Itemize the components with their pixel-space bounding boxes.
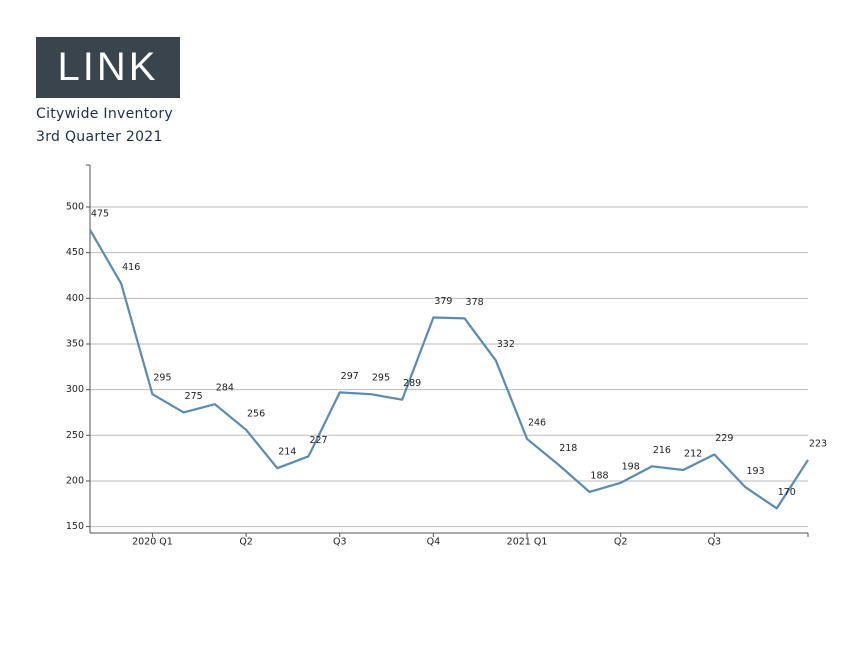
- data-label: 475: [91, 208, 109, 219]
- data-label: 379: [434, 296, 452, 307]
- y-tick-label: 150: [66, 521, 84, 532]
- data-label: 198: [622, 461, 640, 472]
- data-label: 284: [216, 383, 234, 394]
- x-tick-label: Q3: [333, 537, 347, 548]
- x-tick-label: 2020 Q1: [132, 537, 173, 548]
- data-label: 188: [590, 470, 608, 481]
- data-label: 216: [653, 445, 671, 456]
- y-tick-label: 400: [66, 293, 84, 304]
- data-label: 214: [278, 447, 296, 458]
- y-tick-label: 300: [66, 384, 84, 395]
- data-label: 218: [559, 443, 577, 454]
- data-label: 378: [466, 297, 484, 308]
- report-title: Citywide Inventory: [36, 106, 173, 122]
- data-label: 229: [715, 433, 733, 444]
- y-tick-label: 200: [66, 475, 84, 486]
- x-tick-label: Q3: [708, 537, 722, 548]
- data-label: 193: [746, 466, 764, 477]
- data-label: 289: [403, 378, 421, 389]
- x-tick-label: Q4: [427, 537, 441, 548]
- y-tick-label: 350: [66, 338, 84, 349]
- data-label: 256: [247, 408, 265, 419]
- data-label: 332: [497, 339, 515, 350]
- y-tick-label: 450: [66, 247, 84, 258]
- data-label: 295: [372, 373, 390, 384]
- data-label: 297: [341, 371, 359, 382]
- x-tick-label: Q2: [239, 537, 253, 548]
- data-label: 275: [185, 391, 203, 402]
- data-label: 170: [778, 487, 796, 498]
- y-tick-label: 250: [66, 430, 84, 441]
- data-label: 223: [809, 438, 827, 449]
- x-tick-label: Q2: [614, 537, 628, 548]
- data-label: 295: [153, 373, 171, 384]
- logo: LINK: [36, 37, 180, 98]
- line: [89, 229, 809, 510]
- y-tick-label: 500: [66, 202, 84, 213]
- x-tick-label: 2021 Q1: [507, 537, 548, 548]
- data-label: 212: [684, 448, 702, 459]
- data-label: 416: [122, 262, 140, 273]
- report-subtitle: 3rd Quarter 2021: [36, 129, 163, 145]
- data-label: 246: [528, 417, 546, 428]
- data-label: 227: [309, 435, 327, 446]
